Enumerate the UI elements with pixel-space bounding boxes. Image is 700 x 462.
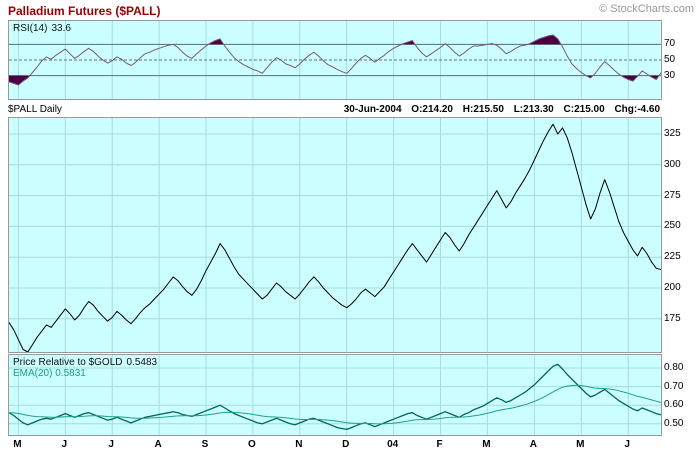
x-axis-label: J [61,439,68,450]
rsi-plot [9,21,661,99]
x-axis-label: J [108,439,114,450]
price-plot [9,118,661,352]
y-axis-label: 50 [664,54,676,65]
x-axis-label: S [201,439,209,450]
rsi-label: RSI(14) 33.6 [13,23,71,34]
y-axis-label: 175 [664,312,681,324]
x-axis-label: A [154,439,162,450]
x-axis-label: A [529,439,537,450]
x-axis-label: J [624,439,630,450]
x-axis-label: F [436,439,443,450]
y-axis-label: 0.70 [664,380,684,392]
rsi-panel: RSI(14) 33.6 [8,20,662,100]
chart-info-row: $PALL Daily 30-Jun-2004 O:214.20 H:215.5… [8,102,660,116]
rsi-current-value: 33.6 [51,23,71,34]
symbol-period-label: $PALL Daily [8,103,62,115]
y-axis-label: 200 [664,281,681,293]
y-axis-label: 0.50 [664,417,684,429]
y-axis-label: 0.60 [664,399,684,411]
ohlc-quote: 30-Jun-2004 O:214.20 H:215.50 L:213.30 C… [344,104,660,115]
quote-close: C:215.00 [563,103,605,115]
x-axis-label: M [13,439,22,450]
quote-open: O:214.20 [411,103,453,115]
ema-label: EMA(20) 0.5831 [13,368,86,379]
price-relative-panel: Price Relative to $GOLD 0.5483 EMA(20) 0.… [8,354,662,436]
rsi-indicator-name: RSI(14) [13,23,48,34]
y-axis-label: 300 [664,158,681,170]
x-axis-label: M [576,439,585,450]
y-axis-label: 250 [664,220,681,232]
price-relative-value: 0.5483 [126,357,158,368]
price-relative-label: Price Relative to $GOLD 0.5483 [13,357,157,368]
price-relative-to-gold-line [9,363,661,431]
rsi-14--line [9,34,661,86]
y-axis-label: 30 [664,69,676,81]
x-axis-label: O [248,439,256,450]
quote-date: 30-Jun-2004 [343,103,402,115]
price-relative-plot [9,355,661,435]
ema-20--line [9,384,661,425]
stockcharts-credit: © StockCharts.com [599,3,694,15]
-pall-close-line [9,123,661,352]
y-axis-label: 70 [664,38,676,50]
chart-title: Palladium Futures ($PALL) [8,4,161,18]
y-axis-label: 325 [664,128,681,139]
quote-high: H:215.50 [462,103,504,115]
chart-header: Palladium Futures ($PALL) © StockCharts.… [8,2,694,18]
y-axis-label: 275 [664,189,681,201]
y-axis-label: 0.80 [664,362,684,374]
quote-low: L:213.30 [513,103,554,115]
x-axis-label: 04 [387,439,399,450]
x-axis-label: M [482,439,491,450]
x-axis-label: N [295,439,303,450]
quote-change: Chg:-4.60 [614,103,660,115]
x-axis-label: D [342,439,350,450]
ema-name-value: EMA(20) 0.5831 [13,368,86,379]
price-panel [8,117,662,353]
y-axis-label: 225 [664,251,681,263]
price-relative-name: Price Relative to $GOLD [13,357,123,368]
